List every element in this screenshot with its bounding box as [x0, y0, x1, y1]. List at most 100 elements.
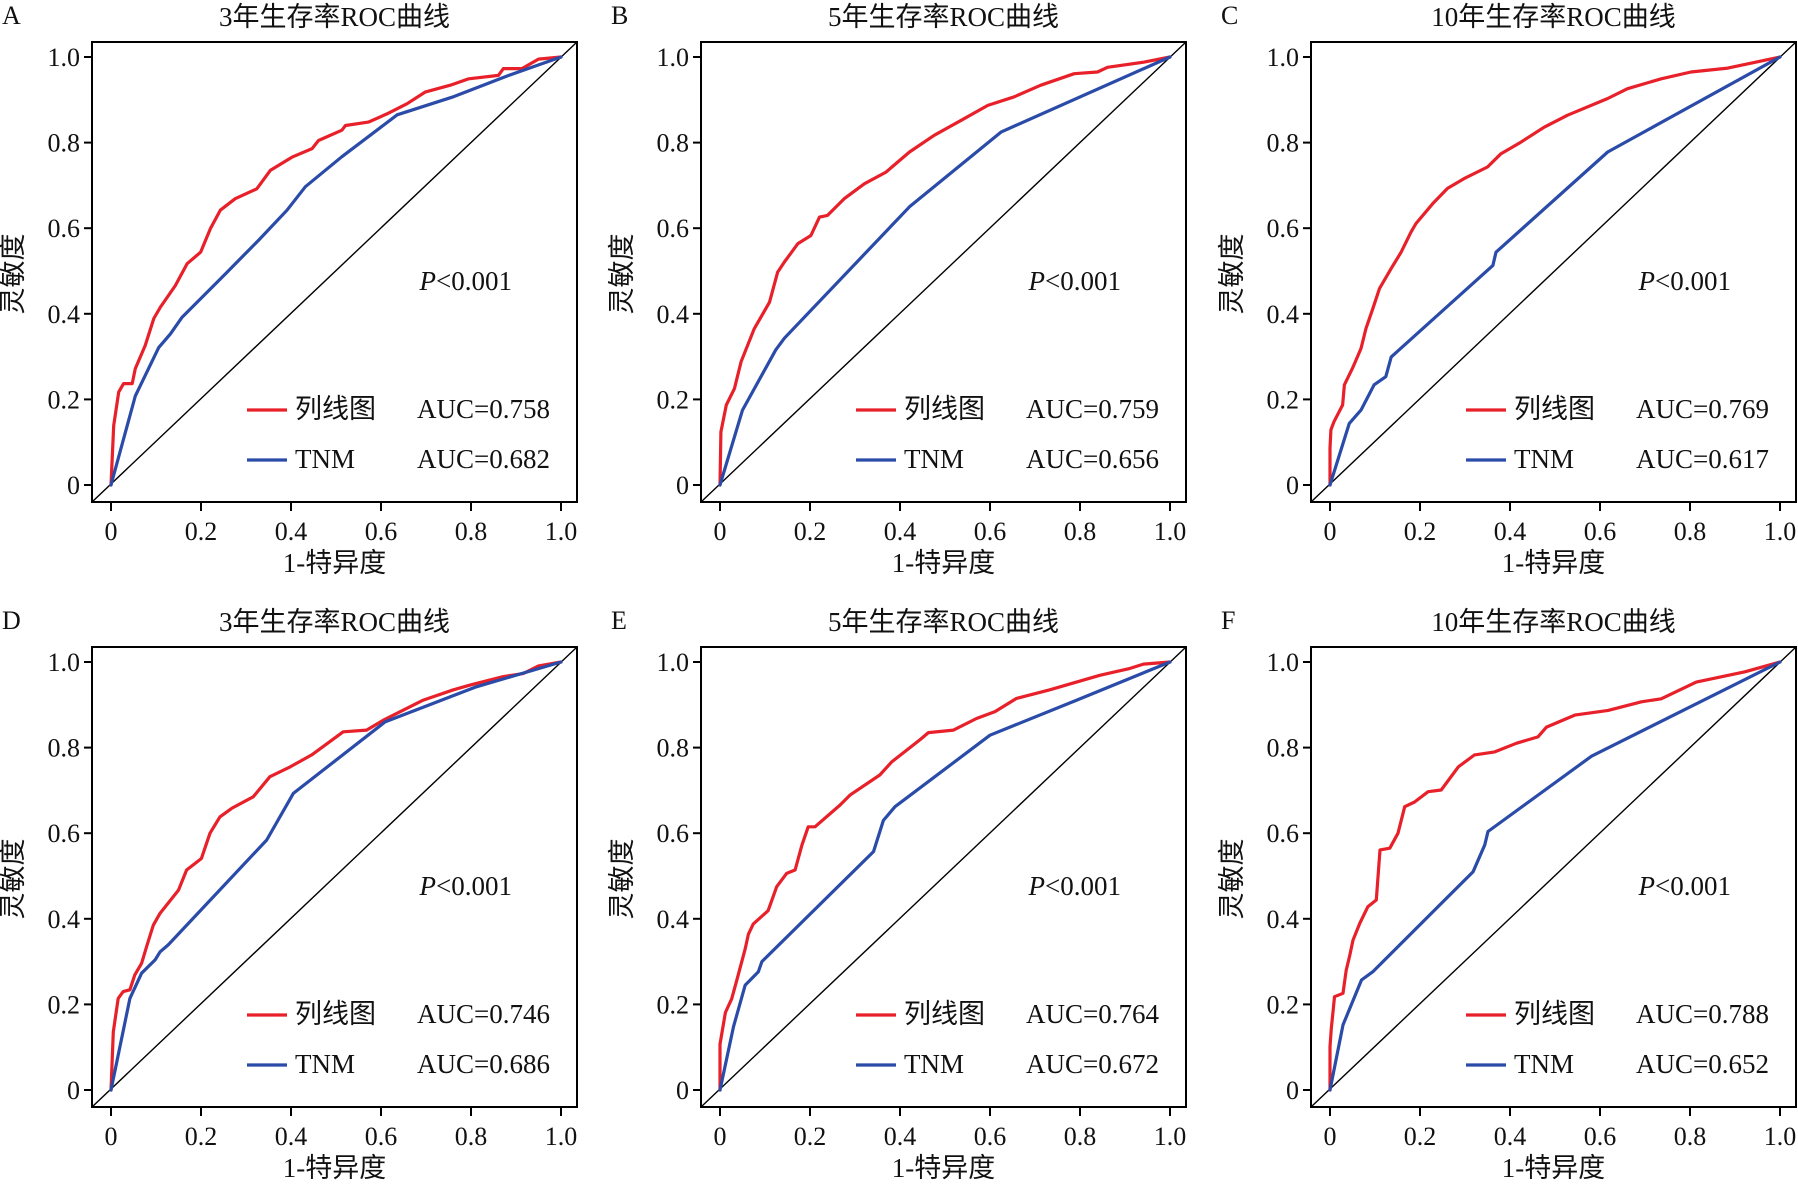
x-axis-label: 1-特异度 — [1502, 548, 1606, 578]
x-tick-label: 0.4 — [1494, 1122, 1527, 1151]
y-tick-label: 1.0 — [657, 648, 690, 677]
legend-series-name: 列线图 — [295, 394, 376, 424]
y-tick-label: 0.8 — [1267, 129, 1300, 158]
legend-series-name: TNM — [1514, 1049, 1574, 1079]
y-tick-label: 0.2 — [1267, 990, 1300, 1019]
legend-auc-label: AUC=0.758 — [417, 394, 550, 424]
tnm-roc-curve — [109, 55, 563, 487]
legend-series-name: 列线图 — [904, 394, 985, 424]
p-symbol: P — [419, 871, 437, 901]
roc-panel-c: C 10年生存率ROC曲线 0 0.2 0.4 0.6 0.8 1.0 0 0.2 0.4 0.6 0.… — [1217, 1, 1797, 578]
y-tick-label: 0.4 — [48, 300, 81, 329]
y-axis-label: 灵敏度 — [0, 234, 28, 315]
legend-series-name: 列线图 — [295, 999, 376, 1029]
y-tick-label: 0.6 — [1267, 819, 1300, 848]
legend-series-name: TNM — [904, 1049, 964, 1079]
x-tick-label: 0.2 — [1404, 517, 1437, 546]
p-symbol: P — [1028, 871, 1046, 901]
y-tick-label: 0.4 — [1267, 905, 1300, 934]
panel-label: A — [2, 1, 21, 30]
x-tick-label: 0 — [1324, 1122, 1337, 1151]
legend-auc-label: AUC=0.682 — [417, 444, 550, 474]
y-tick-label: 0.4 — [657, 300, 690, 329]
nomogram-roc-curve — [1328, 55, 1782, 487]
legend: 列线图 AUC=0.746 TNM AUC=0.686 — [247, 999, 550, 1079]
y-tick-label: 0.8 — [48, 129, 81, 158]
legend: 列线图 AUC=0.769 TNM AUC=0.617 — [1466, 394, 1769, 474]
x-tick-label: 0.2 — [794, 517, 827, 546]
x-axis-label: 1-特异度 — [892, 1153, 996, 1183]
legend-auc-label: AUC=0.759 — [1026, 394, 1159, 424]
y-tick-label: 0.4 — [657, 905, 690, 934]
legend: 列线图 AUC=0.758 TNM AUC=0.682 — [247, 394, 550, 474]
p-value-annotation: P<0.001 — [1028, 871, 1121, 901]
p-symbol: P — [1028, 266, 1046, 296]
y-tick-label: 0.6 — [48, 819, 81, 848]
panel-label: D — [2, 606, 21, 635]
y-tick-label: 1.0 — [1267, 43, 1300, 72]
panel-title: 3年生存率ROC曲线 — [219, 2, 450, 32]
tnm-roc-curve — [1328, 660, 1782, 1092]
x-tick-label: 0.8 — [1064, 517, 1097, 546]
x-tick-label: 0.4 — [884, 517, 917, 546]
x-tick-label: 0.8 — [1674, 1122, 1707, 1151]
p-value-text: <0.001 — [436, 871, 512, 901]
tnm-roc-curve — [1328, 55, 1782, 487]
tnm-roc-curve — [109, 660, 563, 1092]
y-tick-label: 0.2 — [48, 385, 81, 414]
panel-label: F — [1221, 606, 1235, 635]
legend-auc-label: AUC=0.672 — [1026, 1049, 1159, 1079]
reference-diagonal — [91, 41, 578, 503]
y-tick-label: 0.8 — [657, 129, 690, 158]
legend-auc-label: AUC=0.769 — [1636, 394, 1769, 424]
p-value-annotation: P<0.001 — [419, 266, 512, 296]
x-tick-label: 1.0 — [545, 517, 578, 546]
tnm-roc-curve — [718, 660, 1172, 1092]
y-tick-label: 0 — [67, 1076, 80, 1105]
x-tick-label: 0.4 — [275, 1122, 308, 1151]
x-tick-label: 0.2 — [1404, 1122, 1437, 1151]
x-tick-label: 1.0 — [545, 1122, 578, 1151]
p-symbol: P — [419, 266, 437, 296]
reference-diagonal — [1310, 41, 1797, 503]
y-axis-label: 灵敏度 — [607, 234, 637, 315]
y-axis-label: 灵敏度 — [1217, 839, 1247, 920]
x-tick-label: 0.6 — [1584, 1122, 1617, 1151]
legend-series-name: 列线图 — [904, 999, 985, 1029]
panel-label: C — [1221, 1, 1238, 30]
x-tick-label: 0.8 — [1064, 1122, 1097, 1151]
panel-title: 5年生存率ROC曲线 — [828, 607, 1059, 637]
p-value-annotation: P<0.001 — [1028, 266, 1121, 296]
plot-frame — [91, 41, 578, 503]
y-axis-label: 灵敏度 — [0, 839, 28, 920]
roc-panel-f: F 10年生存率ROC曲线 0 0.2 0.4 0.6 0.8 1.0 0 0.2 0.4 0.6 0.… — [1217, 606, 1797, 1183]
y-tick-label: 0.2 — [1267, 385, 1300, 414]
x-tick-label: 0.2 — [185, 1122, 218, 1151]
panel-title: 5年生存率ROC曲线 — [828, 2, 1059, 32]
y-tick-label: 0.4 — [1267, 300, 1300, 329]
y-tick-label: 0.8 — [1267, 734, 1300, 763]
p-value-text: <0.001 — [436, 266, 512, 296]
p-value-annotation: P<0.001 — [1638, 266, 1731, 296]
p-value-text: <0.001 — [1045, 266, 1121, 296]
reference-diagonal — [700, 41, 1187, 503]
nomogram-roc-curve — [109, 55, 563, 487]
plot-frame — [700, 646, 1187, 1108]
plot-frame — [1310, 41, 1797, 503]
panel-title: 10年生存率ROC曲线 — [1431, 607, 1676, 637]
legend-auc-label: AUC=0.788 — [1636, 999, 1769, 1029]
x-axis-label: 1-特异度 — [1502, 1153, 1606, 1183]
y-tick-label: 0.6 — [657, 819, 690, 848]
reference-diagonal — [1310, 646, 1797, 1108]
legend-series-name: TNM — [295, 444, 355, 474]
x-tick-label: 1.0 — [1154, 517, 1187, 546]
p-value-annotation: P<0.001 — [419, 871, 512, 901]
legend-series-name: TNM — [904, 444, 964, 474]
x-axis-label: 1-特异度 — [892, 548, 996, 578]
legend-auc-label: AUC=0.652 — [1636, 1049, 1769, 1079]
x-tick-label: 0.4 — [1494, 517, 1527, 546]
x-tick-label: 0.8 — [1674, 517, 1707, 546]
panel-label: E — [611, 606, 627, 635]
x-tick-label: 0.2 — [794, 1122, 827, 1151]
y-tick-label: 0.8 — [48, 734, 81, 763]
